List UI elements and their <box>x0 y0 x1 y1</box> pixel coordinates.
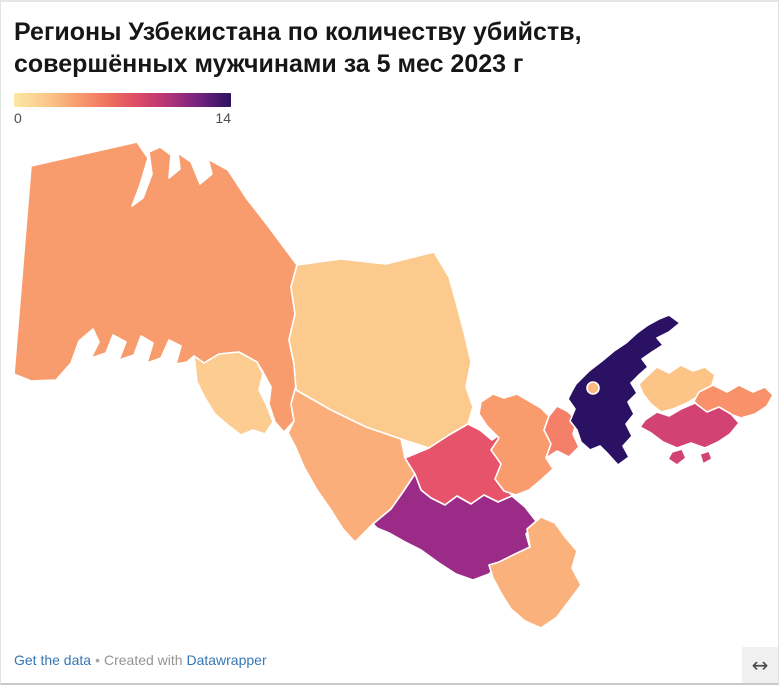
region-fergana-island-west[interactable] <box>667 448 687 466</box>
chart-header: Регионы Узбекистана по количеству убийст… <box>14 16 765 126</box>
legend-min-label: 0 <box>14 110 22 126</box>
resize-arrows-icon: ↔ <box>751 653 769 677</box>
region-karakalpakstan[interactable] <box>13 141 298 433</box>
chart-footer: Get the data • Created with Datawrapper <box>14 652 267 668</box>
region-tashkent-city[interactable] <box>586 381 600 395</box>
color-legend: 0 14 <box>14 93 231 126</box>
resize-button[interactable]: ↔ <box>742 647 778 683</box>
legend-max-label: 14 <box>215 110 231 126</box>
get-the-data-link[interactable]: Get the data <box>14 652 92 668</box>
title-line-1: Регионы Узбекистана по количеству убийст… <box>14 18 582 46</box>
datawrapper-link[interactable]: Datawrapper <box>186 652 267 668</box>
region-fergana[interactable] <box>639 402 740 449</box>
footer-separator: • <box>95 652 100 668</box>
legend-gradient-bar <box>14 93 231 107</box>
created-with-text: Created with <box>103 652 183 668</box>
region-bukhara[interactable] <box>287 385 416 543</box>
region-tashkent-region[interactable] <box>567 314 681 466</box>
region-fergana-island-east[interactable] <box>699 450 713 465</box>
page-title: Регионы Узбекистана по количеству убийст… <box>14 16 765 80</box>
region-khorezm[interactable] <box>193 351 274 436</box>
legend-labels: 0 14 <box>14 110 231 126</box>
region-jizzakh[interactable] <box>478 393 554 496</box>
title-line-2: совершённых мужчинами за 5 мес 2023 г <box>14 50 524 78</box>
region-surkhandarya[interactable] <box>488 516 582 629</box>
